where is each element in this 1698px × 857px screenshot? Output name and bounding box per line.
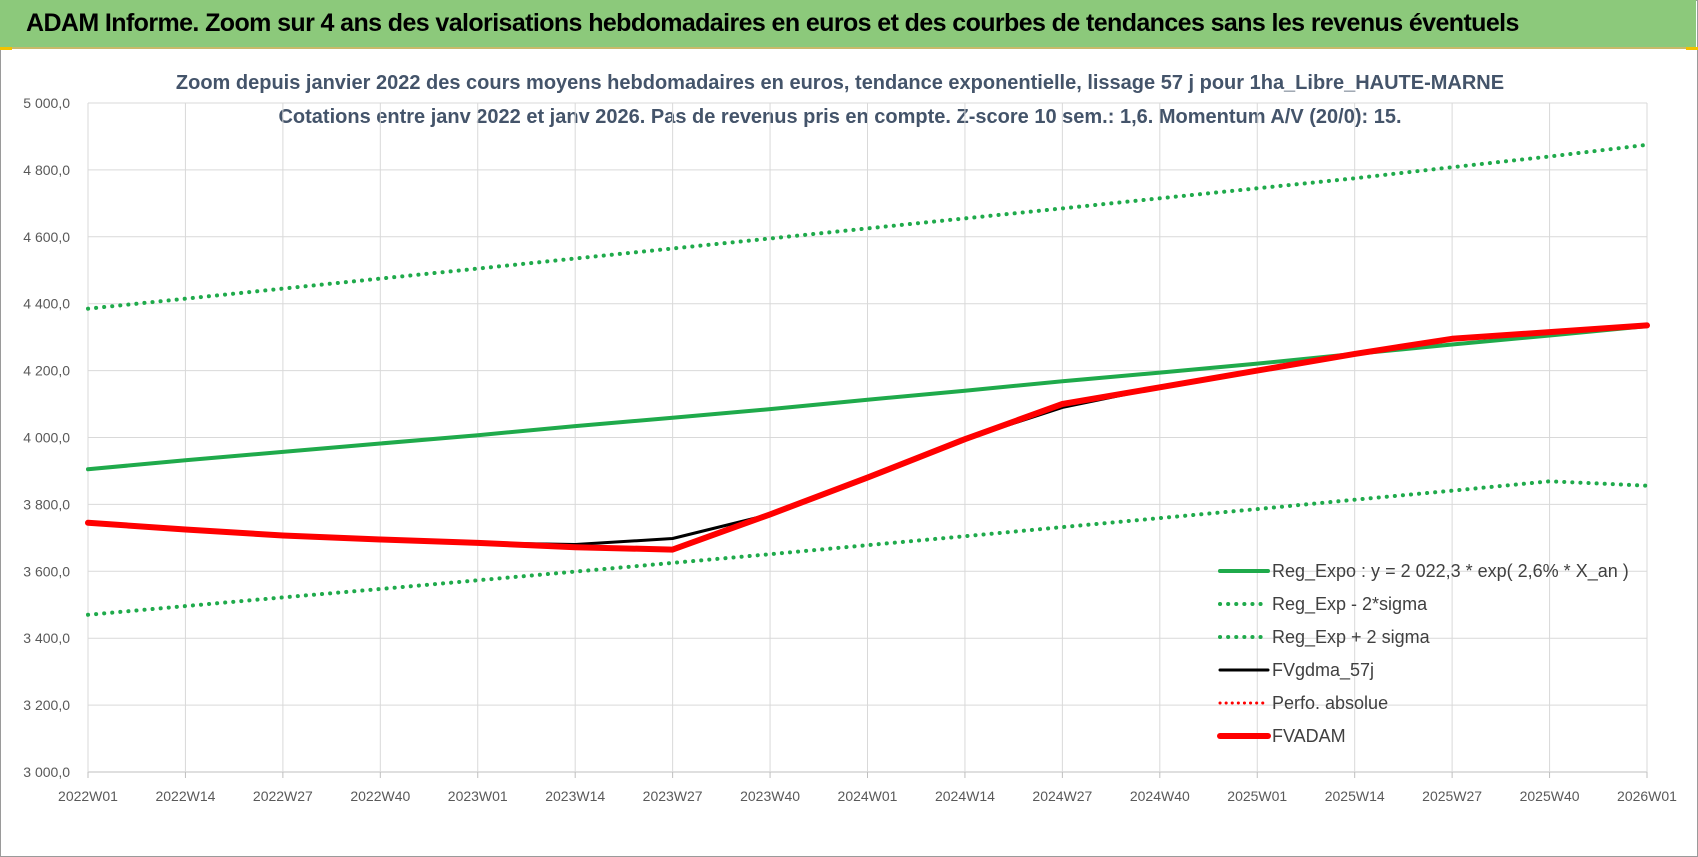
x-tick-label: 2022W01 <box>58 788 118 804</box>
x-tick-label: 2025W01 <box>1227 788 1287 804</box>
y-tick-label: 5 000,0 <box>23 95 70 111</box>
x-tick-label: 2022W40 <box>350 788 410 804</box>
series-line-1 <box>86 479 1649 617</box>
legend-label: FVADAM <box>1272 726 1346 746</box>
legend-label: Perfo. absolue <box>1272 693 1388 713</box>
chart-title-line1: Zoom depuis janvier 2022 des cours moyen… <box>176 72 1504 94</box>
y-tick-label: 3 000,0 <box>23 764 70 780</box>
y-tick-label: 4 600,0 <box>23 229 70 245</box>
x-tick-label: 2024W27 <box>1032 788 1092 804</box>
title-banner: ADAM Informe. Zoom sur 4 ans des valoris… <box>0 0 1696 49</box>
legend-label: Reg_Exp + 2 sigma <box>1272 627 1431 648</box>
x-tick-label: 2025W40 <box>1520 788 1580 804</box>
x-tick-label: 2024W14 <box>935 788 995 804</box>
series-line-2 <box>86 142 1649 311</box>
x-tick-label: 2023W14 <box>545 788 605 804</box>
y-tick-label: 4 400,0 <box>23 296 70 312</box>
y-tick-label: 3 400,0 <box>23 630 70 646</box>
legend-label: Reg_Exp - 2*sigma <box>1272 594 1428 615</box>
x-tick-label: 2026W01 <box>1617 788 1677 804</box>
banner-title: ADAM Informe. Zoom sur 4 ans des valoris… <box>26 9 1519 37</box>
x-tick-label: 2024W01 <box>838 788 898 804</box>
x-tick-label: 2022W27 <box>253 788 313 804</box>
x-tick-label: 2023W01 <box>448 788 508 804</box>
y-tick-label: 3 800,0 <box>23 496 70 512</box>
x-tick-label: 2023W40 <box>740 788 800 804</box>
y-tick-label: 4 000,0 <box>23 430 70 446</box>
x-tick-label: 2022W14 <box>155 788 215 804</box>
legend-label: Reg_Expo : y = 2 022,3 * exp( 2,6% * X_a… <box>1272 561 1629 582</box>
x-tick-label: 2023W27 <box>643 788 703 804</box>
series-line-5 <box>85 322 1650 553</box>
corner-accent <box>1686 47 1698 50</box>
legend-label: FVgdma_57j <box>1272 660 1374 681</box>
x-tick-label: 2025W14 <box>1325 788 1385 804</box>
corner-accent <box>0 47 12 50</box>
y-tick-label: 4 800,0 <box>23 162 70 178</box>
chart-title-line2: Cotations entre janv 2022 et janv 2026. … <box>278 106 1401 128</box>
y-tick-label: 3 200,0 <box>23 697 70 713</box>
y-tick-label: 4 200,0 <box>23 363 70 379</box>
y-tick-label: 3 600,0 <box>23 563 70 579</box>
x-tick-label: 2024W40 <box>1130 788 1190 804</box>
x-tick-label: 2025W27 <box>1422 788 1482 804</box>
